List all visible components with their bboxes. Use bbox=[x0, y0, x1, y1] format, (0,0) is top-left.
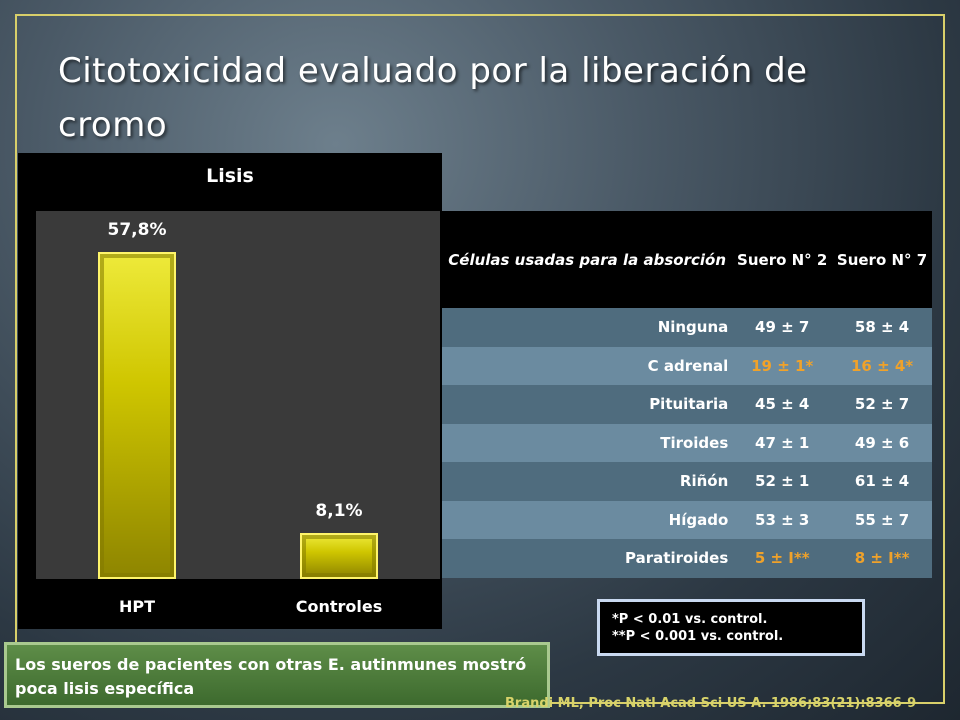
cell-type: Ninguna bbox=[442, 308, 733, 347]
serum-7-value: 61 ± 4 bbox=[832, 462, 932, 501]
serum-2-value: 19 ± 1* bbox=[732, 346, 833, 385]
serum-2-value: 45 ± 4 bbox=[732, 385, 833, 424]
serum-7-value: 58 ± 4 bbox=[832, 308, 932, 347]
citation: Brandi ML, Proc Natl Acad Sci US A. 1986… bbox=[505, 696, 917, 711]
data-label-hpt: 57,8% bbox=[107, 219, 167, 240]
serum-2-value: 47 ± 1 bbox=[732, 423, 833, 462]
table-row: Paratiroides 5 ± I** 8 ± I** bbox=[442, 539, 932, 578]
table-row: C adrenal 19 ± 1* 16 ± 4* bbox=[442, 346, 932, 385]
serum-7-value: 8 ± I** bbox=[832, 539, 932, 578]
serum-7-value: 52 ± 7 bbox=[832, 385, 932, 424]
serum-7-value: 49 ± 6 bbox=[832, 423, 932, 462]
significance-note: *P < 0.01 vs. control. **P < 0.001 vs. c… bbox=[597, 599, 865, 656]
bar-chart: Lisis 57,8% 8,1% HPT Controles bbox=[18, 153, 442, 629]
cell-type: C adrenal bbox=[442, 346, 733, 385]
cell-type: Pituitaria bbox=[442, 385, 733, 424]
header-serum-7: Suero N° 7 bbox=[832, 211, 932, 308]
header-serum-2: Suero N° 2 bbox=[732, 211, 833, 308]
footnote-p0001: **P < 0.001 vs. control. bbox=[612, 629, 784, 644]
serum-2-value: 53 ± 3 bbox=[732, 500, 833, 539]
data-label-controles: 8,1% bbox=[315, 501, 363, 522]
cell-type: Hígado bbox=[442, 500, 733, 539]
table-row: Pituitaria 45 ± 4 52 ± 7 bbox=[442, 385, 932, 424]
cell-type: Paratiroides bbox=[442, 539, 733, 578]
header-cells: Células usadas para la absorción bbox=[442, 211, 733, 308]
footnote-p001: *P < 0.01 vs. control. bbox=[612, 612, 768, 627]
serum-2-value: 52 ± 1 bbox=[732, 462, 833, 501]
x-tick-label-controles: Controles bbox=[295, 597, 383, 616]
bar-hpt bbox=[98, 251, 176, 579]
cell-type: Riñón bbox=[442, 462, 733, 501]
table-row: Tiroides 47 ± 1 49 ± 6 bbox=[442, 423, 932, 462]
table-row: Ninguna 49 ± 7 58 ± 4 bbox=[442, 308, 932, 347]
plot-area: 57,8% 8,1% bbox=[36, 211, 440, 579]
x-tick-label-hpt: HPT bbox=[118, 597, 156, 616]
table-row: Riñón 52 ± 1 61 ± 4 bbox=[442, 462, 932, 501]
table-header-row: Células usadas para la absorción Suero N… bbox=[442, 211, 932, 308]
serum-7-value: 16 ± 4* bbox=[832, 346, 932, 385]
serum-2-value: 5 ± I** bbox=[732, 539, 833, 578]
cell-type: Tiroides bbox=[442, 423, 733, 462]
absorption-table: Células usadas para la absorción Suero N… bbox=[442, 211, 932, 578]
chart-title: Lisis bbox=[206, 165, 254, 187]
serum-2-value: 49 ± 7 bbox=[732, 308, 833, 347]
bar-controles bbox=[300, 533, 378, 579]
slide-title: Citotoxicidad evaluado por la liberación… bbox=[58, 51, 808, 145]
table-row: Hígado 53 ± 3 55 ± 7 bbox=[442, 500, 932, 539]
conclusion-box: Los sueros de pacientes con otras E. aut… bbox=[4, 642, 550, 708]
serum-7-value: 55 ± 7 bbox=[832, 500, 932, 539]
